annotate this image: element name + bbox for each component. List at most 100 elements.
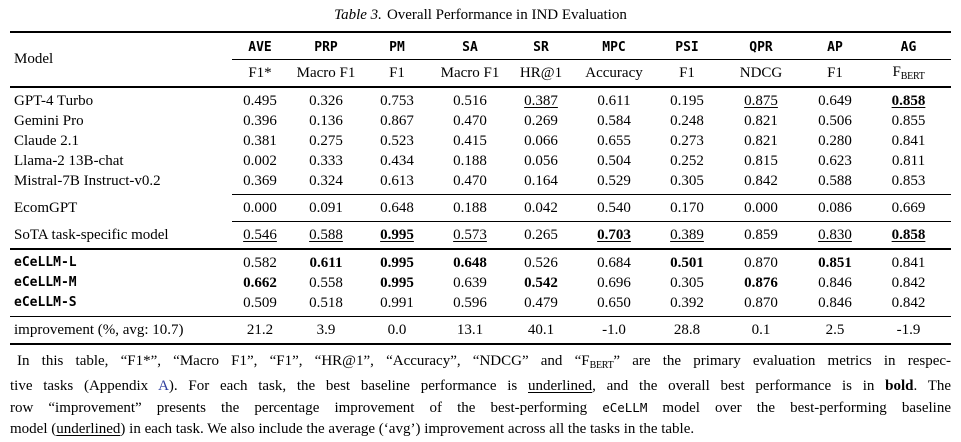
value-cell: 0.596 (430, 293, 510, 317)
table-row: eCeLLM-S 0.509 0.518 0.991 0.596 0.479 0.650 0.… (10, 293, 951, 317)
value-cell: 0.858 (866, 221, 951, 250)
value-cell: 0.991 (364, 293, 430, 317)
value-cell: 0.504 (597, 153, 631, 169)
value-cell: 0.623 (818, 153, 852, 169)
value-cell: 2.5 (804, 316, 866, 345)
footnote-text: In this table, “F1*”, “Macro F1”, “F1”, … (17, 353, 590, 369)
value-cell: 0.821 (744, 133, 778, 149)
model-column-header: Model (10, 32, 232, 88)
task-header-row: Model AVE PRP PM SA SR MPC PSI QPR AP AG (10, 32, 951, 88)
value-cell: 0.396 (243, 113, 277, 129)
column-header-task: PSI (656, 32, 718, 60)
value-cell: 0.875 (744, 93, 778, 109)
value-cell: 0.188 (453, 153, 487, 169)
value-cell: 0.188 (430, 194, 510, 222)
table-row: Claude 2.1 0.381 0.275 0.523 0.415 0.066 0.655… (10, 131, 951, 151)
value-cell: 0.703 (572, 221, 656, 250)
value-cell: 0.573 (430, 221, 510, 250)
value-cell: 0.326 (309, 93, 343, 109)
value-cell: 0.867 (380, 113, 414, 129)
value-cell: -1.9 (866, 316, 951, 345)
column-header-metric: HR@1 (510, 59, 572, 88)
value-cell: 0.434 (380, 153, 414, 169)
footnote-text: BERT (589, 360, 614, 371)
footnote-text: row “improvement” presents the percentag… (10, 400, 603, 416)
value-cell: 0.479 (510, 293, 572, 317)
value-cell: 0.995 (380, 255, 414, 271)
appendix-a-link[interactable]: A (158, 378, 169, 394)
value-cell: 0.684 (597, 255, 631, 271)
ind-evaluation-table: Model AVE PRP PM SA SR MPC PSI QPR AP AG… (10, 31, 951, 345)
value-cell: 0.066 (524, 133, 558, 149)
value-cell: 0.853 (866, 171, 951, 195)
value-cell: 0.995 (364, 221, 430, 250)
column-header-metric: Accuracy (572, 59, 656, 88)
value-cell: 0.611 (309, 255, 343, 271)
column-header-task: SA (430, 32, 510, 60)
column-header-task: QPR (718, 32, 804, 60)
value-cell: 0.086 (804, 194, 866, 222)
value-cell: 0.648 (453, 255, 487, 271)
value-cell: 0.842 (866, 293, 951, 317)
value-cell: 0.275 (309, 133, 343, 149)
value-cell: 3.9 (288, 316, 364, 345)
value-cell: 0.305 (670, 275, 704, 291)
value-cell: 0.650 (572, 293, 656, 317)
metric-header-row: F1* Macro F1 F1 Macro F1 HR@1 Accuracy F… (10, 59, 951, 88)
fbert-main: F (892, 64, 901, 80)
table-row: improvement (%, avg: 10.7) 21.2 3.9 0.0 13.1… (10, 316, 951, 345)
model-name-cell: Claude 2.1 (14, 133, 79, 149)
value-cell: 0.846 (818, 275, 852, 291)
value-cell: 0.0 (364, 316, 430, 345)
table-row: EcomGPT 0.000 0.091 0.648 0.188 0.042 0.540 0.1… (10, 194, 951, 222)
footnote-line: row “improvement” presents the percentag… (10, 397, 951, 419)
value-cell: 0.851 (818, 255, 852, 271)
value-cell: 0.369 (232, 171, 288, 195)
value-cell: -1.0 (572, 316, 656, 345)
footnote-text: eCeLLM (602, 400, 648, 415)
table-caption-text: Overall Performance in IND Evaluation (386, 7, 627, 23)
model-name-cell: EcomGPT (14, 200, 78, 216)
column-header-metric: NDCG (718, 59, 804, 88)
model-name-cell: eCeLLM-L (14, 255, 77, 270)
footnote-text: ). For each task, the best baseline perf… (168, 378, 528, 394)
value-cell: 0.582 (243, 255, 277, 271)
model-name-cell: improvement (%, avg: 10.7) (10, 316, 232, 345)
model-name-cell: eCeLLM-M (14, 275, 77, 290)
column-header-task: AP (804, 32, 866, 60)
value-cell: 0.815 (744, 153, 778, 169)
value-cell: 0.091 (288, 194, 364, 222)
column-header-metric: Macro F1 (430, 59, 510, 88)
value-cell: 0.846 (804, 293, 866, 317)
value-cell: 0.876 (744, 275, 778, 291)
footnote-text: , and the overall best performance is in (592, 378, 886, 394)
value-cell: 0.613 (364, 171, 430, 195)
value-cell: 0.305 (656, 171, 718, 195)
value-cell: 40.1 (510, 316, 572, 345)
footnote-text: bold (885, 378, 914, 394)
value-cell: 0.381 (243, 133, 277, 149)
footnote-text: underlined (56, 421, 121, 437)
column-header-task: PM (364, 32, 430, 60)
value-cell: 0.265 (510, 221, 572, 250)
column-header-metric: F1 (656, 59, 718, 88)
value-cell: 0.1 (718, 316, 804, 345)
value-cell: 0.995 (380, 275, 414, 291)
footnote-text: underlined (528, 378, 593, 394)
model-name-cell: eCeLLM-S (10, 293, 232, 317)
model-name-cell: Gemini Pro (14, 113, 84, 129)
table-row: GPT-4 Turbo 0.495 0.326 0.753 0.516 0.387 0.61… (10, 87, 951, 111)
value-cell: 0.495 (243, 93, 277, 109)
column-header-task: PRP (288, 32, 364, 60)
value-cell: 0.333 (309, 153, 343, 169)
value-cell: 21.2 (232, 316, 288, 345)
value-cell: 0.195 (670, 93, 704, 109)
value-cell: 0.470 (453, 113, 487, 129)
column-header-metric: F1 (804, 59, 866, 88)
column-header-task: MPC (572, 32, 656, 60)
value-cell: 0.542 (524, 275, 558, 291)
column-header-task: AG (866, 32, 951, 60)
value-cell: 0.859 (718, 221, 804, 250)
value-cell: 0.588 (288, 221, 364, 250)
